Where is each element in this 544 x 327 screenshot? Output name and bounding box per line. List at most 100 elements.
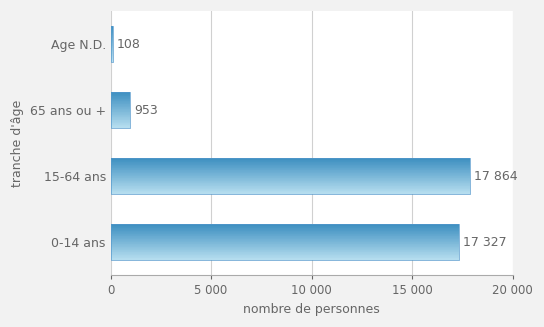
Bar [110,183,469,184]
Bar [110,181,469,182]
Bar [110,167,469,168]
Bar [110,224,459,260]
Bar [110,224,459,225]
Bar [110,95,130,96]
Bar [110,30,113,31]
Bar [110,173,469,174]
Bar [110,189,469,190]
Bar [110,43,113,44]
Bar [110,118,130,119]
Bar [110,105,130,106]
Bar [110,257,459,258]
Bar [110,56,113,57]
Bar [110,175,469,176]
Bar [110,119,130,120]
Text: 108: 108 [117,38,141,51]
Bar [110,240,459,241]
Bar [110,228,459,229]
Bar [110,40,113,41]
Bar [110,101,130,102]
Bar [110,57,113,58]
Bar [110,227,459,228]
Bar [110,47,113,48]
Text: 17 327: 17 327 [463,236,506,249]
Text: 17 864: 17 864 [474,170,517,183]
Bar [110,92,130,93]
Bar [110,255,459,256]
Bar [110,162,469,163]
Bar [110,188,469,189]
Bar [110,38,113,39]
Bar [110,191,469,192]
Bar [110,226,459,227]
Bar [110,164,469,165]
Bar [110,98,130,99]
Bar [110,253,459,254]
Bar [110,187,469,188]
Bar [110,59,113,60]
Bar [110,236,459,237]
Bar [110,26,113,27]
Bar [110,158,469,159]
Bar [110,125,130,126]
Bar [110,178,469,179]
Bar [110,239,459,240]
Bar [110,107,130,108]
Bar [110,252,459,253]
Bar [110,244,459,245]
Bar [110,169,469,170]
Bar [110,96,130,97]
Bar [110,231,459,232]
Bar [110,241,459,242]
Bar [110,178,469,179]
Bar [110,125,130,126]
Bar [110,122,130,123]
Bar [110,124,130,125]
Bar [110,230,459,231]
Bar [110,251,459,252]
Bar [110,257,459,258]
Bar [110,33,113,34]
Bar [110,41,113,42]
Bar [110,127,130,128]
Bar [110,177,469,178]
Bar [110,180,469,181]
Bar [110,179,469,180]
Bar [110,110,130,111]
Bar [110,36,113,37]
Bar [110,111,130,112]
Bar [110,53,113,54]
Bar [110,242,459,243]
Bar [110,231,459,232]
Bar [110,54,113,55]
Bar [110,254,459,255]
Bar [110,102,130,103]
Bar [110,186,469,187]
Bar [110,35,113,36]
Bar [110,159,469,160]
Bar [110,232,459,233]
Bar [110,123,130,124]
Bar [110,26,113,62]
Bar [110,108,130,109]
Bar [110,104,130,105]
Bar [110,106,130,107]
Bar [110,29,113,30]
Y-axis label: tranche d'âge: tranche d'âge [11,100,24,187]
Bar [110,31,113,32]
Bar [110,27,113,28]
Bar [110,51,113,52]
Bar [110,182,469,183]
Bar [110,121,130,122]
Bar [110,246,459,247]
Bar [110,247,459,248]
Bar [110,166,469,167]
Bar [110,225,459,226]
Bar [110,250,459,251]
Bar [110,46,113,47]
Bar [110,241,459,242]
Bar [110,45,113,46]
Bar [110,172,469,173]
Bar [110,163,469,164]
Bar [110,95,130,96]
